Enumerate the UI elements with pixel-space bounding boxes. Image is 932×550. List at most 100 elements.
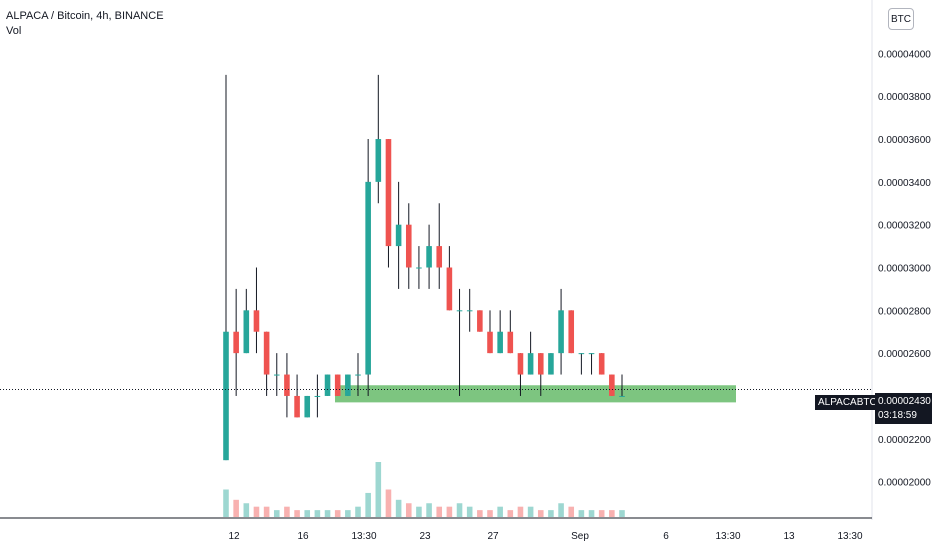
volume-bar [355, 506, 361, 517]
price-tick-label: 0.00003800 [878, 92, 931, 103]
candle-body [548, 353, 554, 375]
candle-body [294, 395, 300, 418]
candle-body [223, 331, 229, 461]
candle-body [243, 310, 250, 354]
volume-bar [375, 462, 382, 517]
volume-bar [578, 510, 585, 517]
volume-bar [345, 510, 351, 517]
price-tick-label: 0.00002000 [878, 478, 931, 489]
candle-body [385, 139, 392, 247]
volume-bar [477, 510, 483, 517]
price-unit-badge[interactable]: BTC [888, 8, 914, 30]
volume-bar [619, 510, 625, 517]
volume-bar [507, 510, 514, 517]
volume-bar [405, 503, 412, 517]
volume-bar [517, 506, 524, 517]
candle-body [446, 267, 453, 311]
legend-volume-label: Vol [6, 25, 22, 37]
candle-body [477, 310, 483, 332]
candle-body [314, 395, 321, 397]
time-tick-label: 16 [297, 531, 309, 542]
candle-body [568, 310, 575, 354]
volume-bar [416, 506, 422, 517]
volume-bar [537, 510, 544, 517]
volume-bar [446, 506, 453, 517]
time-tick-label: 12 [228, 531, 240, 542]
volume-bar [385, 489, 392, 517]
time-tick-label: 27 [487, 531, 499, 542]
candle-body [487, 331, 493, 354]
time-tick-label: 13:30 [837, 531, 862, 542]
volume-bars [223, 462, 625, 517]
candle-body [395, 224, 402, 247]
time-tick-label: 23 [419, 531, 431, 542]
candle-body [497, 331, 503, 354]
support-zone-rect [335, 385, 736, 403]
time-tick-label: 13 [783, 531, 795, 542]
candle-body [426, 246, 432, 268]
price-tick-label: 0.00002600 [878, 349, 931, 360]
legend-title: ALPACA / Bitcoin, 4h, BINANCE [6, 10, 164, 22]
volume-bar [243, 503, 250, 517]
volume-bar [487, 510, 493, 517]
time-tick-label: 13:30 [715, 531, 740, 542]
volume-bar [466, 506, 473, 517]
candle-body [527, 353, 534, 375]
candle-body [405, 224, 412, 268]
candle-body [436, 246, 443, 268]
volume-bar [304, 510, 311, 517]
volume-bar [456, 503, 463, 517]
bar-countdown: 03:18:59 [878, 410, 917, 421]
symbol-price-label: ALPACABTC [815, 395, 880, 410]
price-tick-label: 0.00003200 [878, 221, 931, 232]
candle-body [365, 181, 371, 375]
time-tick-label: 13:30 [351, 531, 376, 542]
volume-bar [497, 506, 503, 517]
volume-bar [527, 506, 534, 517]
candle-body [334, 374, 341, 396]
candle-body [304, 395, 311, 418]
candle-body [273, 374, 280, 376]
volume-bar [426, 503, 432, 517]
candle-body [263, 331, 270, 375]
candle-body [355, 374, 361, 376]
candle-body [609, 374, 615, 396]
candle-body [324, 374, 331, 396]
volume-bar [568, 506, 575, 517]
candle-body [598, 353, 605, 375]
volume-bar [324, 510, 331, 517]
time-tick-label: Sep [571, 531, 589, 542]
volume-bar [253, 506, 260, 517]
volume-bar [436, 506, 443, 517]
volume-bar [558, 503, 564, 517]
price-tick-label: 0.00002200 [878, 435, 931, 446]
volume-bar [395, 499, 402, 517]
price-tick-label: 0.00003000 [878, 264, 931, 275]
candle-body [466, 310, 473, 312]
candles [223, 74, 625, 461]
candle-body [558, 310, 564, 354]
chart-legend: ALPACA / Bitcoin, 4h, BINANCE Vol [6, 9, 164, 39]
volume-bar [263, 506, 270, 517]
price-tick-label: 0.00003400 [878, 178, 931, 189]
price-tick-label: 0.00003600 [878, 135, 931, 146]
volume-bar [548, 510, 554, 517]
candle-body [345, 374, 351, 396]
time-tick-label: 6 [663, 531, 669, 542]
candle-body [233, 331, 239, 354]
candle-body [416, 267, 422, 269]
current-price: 0.00002430 [878, 396, 931, 407]
support-zone [335, 385, 736, 403]
candle-body [507, 331, 514, 354]
time-axis[interactable]: 12 16 13:30 23 27 Sep 6 13:30 13 13:30 [228, 531, 863, 542]
volume-bar [588, 510, 595, 517]
volume-bar [294, 510, 300, 517]
volume-bar [609, 510, 615, 517]
candle-body [517, 353, 524, 375]
volume-bar [273, 510, 280, 517]
candle-body [375, 139, 382, 182]
candle-body [456, 310, 463, 312]
candle-body [284, 374, 290, 396]
volume-bar [233, 499, 239, 517]
